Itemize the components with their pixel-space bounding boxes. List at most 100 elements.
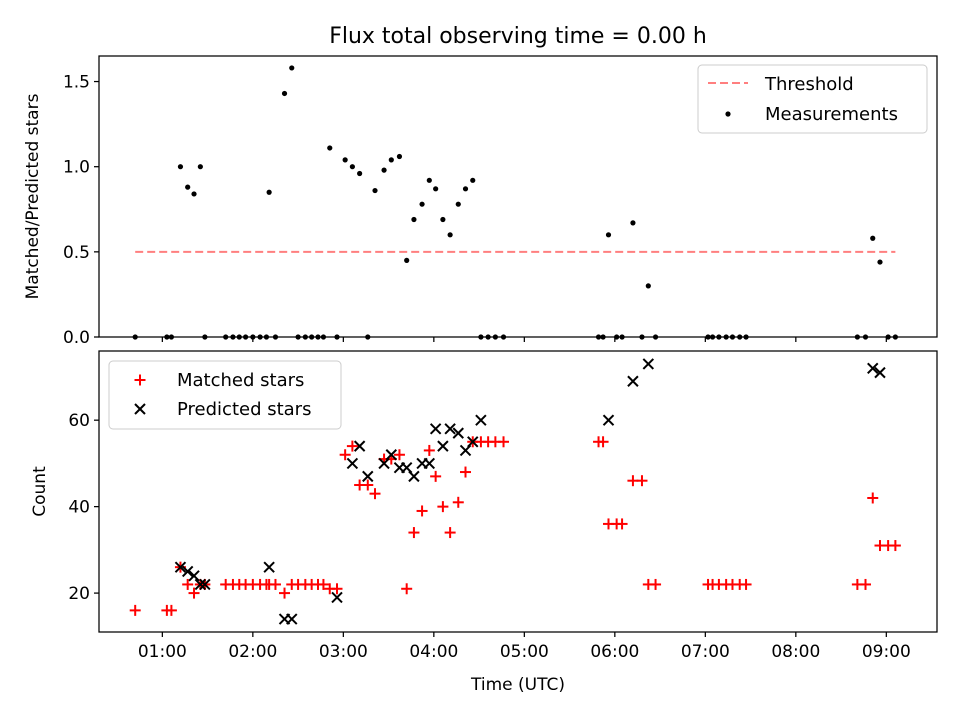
legend: Threshold Measurements xyxy=(697,64,928,134)
plot-frame xyxy=(98,55,938,338)
measurement-point xyxy=(185,184,191,190)
predicted-point xyxy=(602,414,615,426)
measurement-point xyxy=(605,232,612,238)
measurement-point xyxy=(281,90,288,97)
measurement-point xyxy=(396,153,403,160)
matched-point xyxy=(423,444,435,456)
y-axis-label: Matched/Predicted stars xyxy=(23,93,43,299)
y-tick-label: 20 xyxy=(68,584,90,604)
matched-point xyxy=(636,475,648,487)
matched-point xyxy=(460,466,472,478)
measurement-point xyxy=(440,216,446,223)
predicted-point xyxy=(174,561,187,573)
legend-box xyxy=(108,360,342,430)
predicted-point xyxy=(452,427,464,439)
legend-threshold-label: Threshold xyxy=(764,74,854,95)
matched-point xyxy=(401,583,413,595)
x-axis-label: Time (UTC) xyxy=(470,675,565,695)
matched-point xyxy=(331,583,343,595)
matched-point xyxy=(182,578,194,590)
plot-frame xyxy=(98,350,938,633)
predicted-point xyxy=(874,366,886,379)
measurement-point xyxy=(191,191,197,197)
measurement-point xyxy=(372,187,378,194)
matched-point xyxy=(279,587,291,599)
matched-point xyxy=(393,449,405,461)
predicted-point xyxy=(194,578,207,591)
measurement-point xyxy=(630,220,636,226)
x-tick-label: 03:00 xyxy=(319,642,368,662)
legend-matched-label: Matched stars xyxy=(177,370,304,391)
x-tick-label: 02:00 xyxy=(228,642,277,662)
matched-point xyxy=(889,540,901,552)
measurement-point xyxy=(426,177,432,183)
legend-matched-swatch xyxy=(134,374,146,386)
predicted-point xyxy=(467,436,479,448)
chart-title: Flux total observing time = 0.00 h xyxy=(329,24,707,49)
predicted-point xyxy=(181,565,194,578)
matched-point xyxy=(498,436,510,448)
measurement-point xyxy=(357,170,363,177)
matched-point xyxy=(369,488,381,500)
measurement-point xyxy=(327,145,333,151)
matched-point xyxy=(129,604,141,616)
predicted-point xyxy=(362,470,374,483)
measurement-point xyxy=(342,157,348,163)
count-panel: 20 40 60 01:00 02:00 03:00 04:00 05:00 06:00 07:0… xyxy=(30,350,938,695)
predicted-point xyxy=(642,358,655,370)
x-tick-label: 01:00 xyxy=(138,642,187,662)
measurement-point xyxy=(388,157,394,163)
predicted-point xyxy=(408,470,420,483)
measurement-point xyxy=(870,235,876,241)
matched-point xyxy=(437,501,449,513)
matched-point xyxy=(416,505,428,517)
measurement-point xyxy=(455,201,461,207)
x-tick-label: 04:00 xyxy=(409,642,458,662)
matched-point xyxy=(346,440,358,452)
matched-point xyxy=(188,587,200,599)
matched-point xyxy=(339,449,351,461)
matched-point xyxy=(616,518,628,530)
y-tick-label: 60 xyxy=(68,411,90,431)
measurement-point xyxy=(419,201,425,207)
measurement-point xyxy=(349,164,355,170)
y-tick-label: 1.5 xyxy=(63,73,90,93)
x-tick-label: 08:00 xyxy=(771,642,820,662)
y-axis-label: Count xyxy=(30,466,50,517)
measurement-point xyxy=(197,164,203,170)
x-tick-label: 07:00 xyxy=(681,642,730,662)
matched-point xyxy=(452,496,464,508)
predicted-point xyxy=(346,457,359,470)
y-tick-label: 0.5 xyxy=(63,243,90,263)
predicted-point xyxy=(437,440,449,452)
matched-point xyxy=(650,578,662,590)
ratio-panel: Flux total observing time = 0.00 h 0.0 0.5… xyxy=(23,24,938,348)
measurement-point xyxy=(411,216,417,223)
measurement-point xyxy=(645,283,651,289)
measurement-point xyxy=(877,259,883,265)
measurement-point xyxy=(433,186,439,192)
x-tick-label: 05:00 xyxy=(500,642,549,662)
measurement-point xyxy=(470,177,476,183)
legend: Matched stars Predicted stars xyxy=(108,360,342,430)
measurement-point xyxy=(177,164,184,170)
predicted-point xyxy=(331,591,343,604)
legend-measurements-label: Measurements xyxy=(765,104,898,125)
measurement-point xyxy=(289,65,295,71)
matched-point xyxy=(430,470,442,482)
predicted-point xyxy=(429,423,442,435)
predicted-point xyxy=(444,423,456,435)
y-tick-label: 0.0 xyxy=(63,328,90,348)
matched-point xyxy=(740,578,752,590)
predicted-point xyxy=(475,414,487,426)
matched-point xyxy=(860,578,872,590)
measurement-point xyxy=(447,232,453,238)
predicted-point xyxy=(385,449,398,461)
predicted-point xyxy=(188,570,200,582)
matched-point xyxy=(597,436,609,448)
measurement-point xyxy=(462,186,469,192)
matched-point xyxy=(362,479,374,491)
x-tick-label: 09:00 xyxy=(862,642,911,662)
measurement-point xyxy=(381,167,387,173)
